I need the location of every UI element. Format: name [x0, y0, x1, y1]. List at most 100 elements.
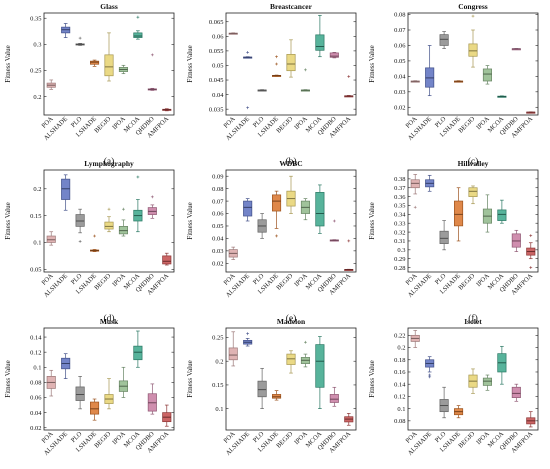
- box-mcoa: [133, 15, 143, 40]
- y-tick-label: 0.14: [30, 334, 42, 341]
- x-tick-label: BEGJO: [93, 430, 112, 449]
- box-mcoa: [315, 336, 325, 410]
- box-iqr: [75, 214, 85, 227]
- y-tick-label: 0.3: [33, 42, 41, 49]
- plot-frame: [225, 327, 357, 431]
- box-iqr: [75, 386, 85, 401]
- box-iqr: [468, 187, 478, 197]
- box-alshade: [425, 356, 435, 379]
- plot-frame: [407, 169, 539, 273]
- panel-caption: (c): [468, 156, 479, 167]
- x-tick-label: BEGJO: [457, 430, 476, 449]
- box-alshade: [243, 332, 253, 347]
- box-iqr: [286, 54, 296, 72]
- box-qhdbo: [329, 51, 339, 59]
- box-begjo: [104, 207, 114, 233]
- box-lshade: [272, 390, 282, 401]
- y-tick-label: 0.2: [33, 186, 41, 193]
- box-begjo: [468, 185, 478, 205]
- box-plo: [75, 376, 85, 410]
- box-qhdbo: [329, 386, 339, 407]
- box-iqr: [482, 68, 492, 82]
- box-lshade: [272, 55, 282, 77]
- panel-caption: (b): [285, 156, 296, 167]
- y-tick-label: 0.05: [212, 63, 223, 70]
- y-tick-label: 0.1: [33, 364, 41, 371]
- box-iqr: [315, 344, 325, 388]
- y-tick-label: 0.2: [397, 345, 405, 352]
- plot-frame: [43, 12, 175, 116]
- y-axis-label: Fitness Value: [186, 202, 194, 239]
- box-iqr: [118, 226, 128, 235]
- box-qhdbo: [329, 219, 339, 242]
- y-tick-label: 0.08: [30, 380, 41, 387]
- y-axis-label: Fitness Value: [4, 45, 12, 82]
- y-tick-label: 0.04: [394, 74, 406, 81]
- y-tick-label: 0.12: [30, 349, 41, 356]
- y-tick-label: 0.16: [394, 369, 406, 376]
- box-ipoa: [482, 65, 492, 85]
- y-tick-label: 0.07: [394, 27, 406, 34]
- panel-congress: Congress Fitness Value 0.02 0.03 0.04 0.05 0.0…: [368, 2, 539, 167]
- x-tick-label: BEGJO: [457, 115, 476, 134]
- y-tick-label: 0.04: [30, 410, 42, 417]
- panel-title: Congress: [458, 2, 488, 11]
- box-iqr: [511, 386, 521, 398]
- box-mcoa: [133, 330, 143, 368]
- box-begjo: [286, 350, 296, 374]
- y-tick-label: 0.18: [394, 357, 405, 364]
- box-poa: [410, 174, 420, 209]
- x-tick-label: BEGJO: [93, 115, 112, 134]
- y-tick-label: 0.05: [394, 58, 405, 65]
- box-mcoa: [133, 175, 143, 233]
- y-tick-label: 0.065: [209, 19, 224, 26]
- y-axis-label: Fitness Value: [4, 360, 12, 397]
- panel-title: Musk: [100, 317, 119, 326]
- y-tick-label: 0.03: [212, 248, 223, 255]
- panel-title: WDBC: [279, 159, 302, 168]
- panel-title: Hillvalley: [458, 159, 489, 168]
- y-tick-label: 0.07: [212, 198, 224, 205]
- y-tick-label: 0.06: [212, 211, 224, 218]
- box-amfpoa: [344, 413, 354, 426]
- box-iqr: [104, 221, 114, 230]
- x-tick-label: BEGJO: [275, 430, 294, 449]
- y-tick-label: 0.12: [394, 394, 405, 401]
- y-tick-label: 0.35: [394, 203, 405, 210]
- box-iqr: [61, 178, 71, 200]
- box-qhdbo: [147, 383, 157, 415]
- y-tick-label: 0.15: [212, 382, 223, 389]
- x-tick-label: BEGJO: [93, 272, 112, 291]
- plot-frame: [225, 169, 357, 273]
- box-iqr: [272, 194, 282, 212]
- box-begjo: [286, 39, 296, 78]
- box-amfpoa: [162, 108, 172, 112]
- plot-frame: [43, 169, 175, 273]
- y-tick-label: 0.02: [394, 104, 405, 111]
- y-tick-label: 0.2: [33, 94, 41, 101]
- panel-title: Isolet: [464, 317, 482, 326]
- box-amfpoa: [526, 411, 536, 428]
- box-iqr: [243, 200, 253, 217]
- box-qhdbo: [511, 48, 521, 51]
- box-iqr: [497, 209, 507, 221]
- box-poa: [228, 246, 238, 260]
- box-qhdbo: [147, 53, 157, 91]
- box-ipoa: [118, 366, 128, 398]
- box-plo: [257, 213, 267, 239]
- box-qhdbo: [511, 229, 521, 252]
- box-lshade: [90, 398, 100, 421]
- box-alshade: [61, 353, 71, 379]
- y-tick-label: 0.38: [394, 176, 405, 183]
- box-alshade: [243, 50, 253, 110]
- box-iqr: [104, 54, 114, 77]
- box-iqr: [468, 43, 478, 57]
- box-ipoa: [300, 198, 310, 221]
- box-lshade: [454, 80, 464, 83]
- box-plo: [75, 36, 85, 46]
- box-plo: [439, 31, 449, 49]
- plot-frame: [225, 12, 357, 116]
